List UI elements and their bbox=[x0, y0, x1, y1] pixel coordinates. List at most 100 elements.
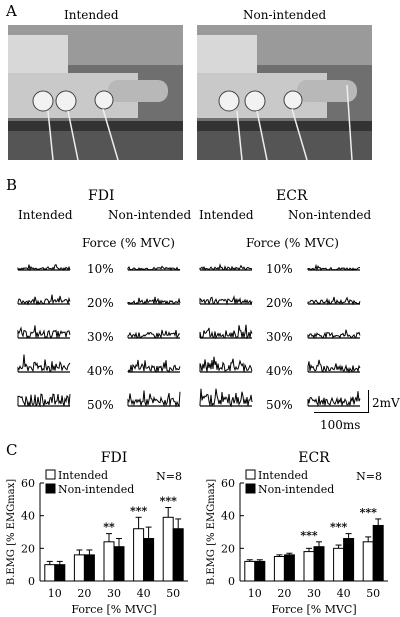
emg-trace-r4-c3 bbox=[199, 356, 253, 373]
fdi-bar-intended-10 bbox=[44, 564, 56, 582]
ecr-force-label: Force (% MVC) bbox=[246, 236, 339, 250]
ecr-bar-intended-50 bbox=[362, 541, 374, 582]
level-label-30: 30% bbox=[87, 330, 114, 344]
ecr-y-tick-label: 20 bbox=[221, 542, 235, 555]
ecr-bar-intended-30 bbox=[303, 551, 315, 582]
fdi-force-label: Force (% MVC) bbox=[82, 236, 175, 250]
level-label-10: 10% bbox=[87, 262, 114, 276]
fdi-x-tick-label: 30 bbox=[107, 587, 121, 600]
level-label-10-ecr: 10% bbox=[266, 262, 293, 276]
ecr-y-tick-label: 60 bbox=[221, 477, 235, 490]
fdi-significance-40: *** bbox=[130, 504, 148, 517]
ecr-y-label: B.EMG [% EMGmax] bbox=[206, 479, 217, 585]
ecr-x-tick-label: 30 bbox=[307, 587, 321, 600]
fdi-x-label: Force [% MVC] bbox=[71, 603, 156, 616]
ecr-bar-nonintended-10 bbox=[254, 560, 266, 582]
emg-trace-r3-c4 bbox=[307, 329, 361, 340]
fdi-intended-label: Intended bbox=[18, 208, 73, 222]
fdi-nonintended-label: Non-intended bbox=[108, 208, 192, 222]
ecr-y-tick-label: 40 bbox=[221, 510, 235, 523]
panel-a-label: A bbox=[6, 2, 17, 20]
muscle-fdi-title: FDI bbox=[88, 188, 115, 204]
ecr-y-tick-label: 0 bbox=[228, 575, 235, 588]
fdi-legend-label-nonintended: Non-intended bbox=[58, 483, 134, 496]
ecr-x-tick-label: 20 bbox=[277, 587, 291, 600]
ecr-legend-swatch-nonintended bbox=[245, 483, 256, 494]
ecr-x-tick-label: 40 bbox=[337, 587, 351, 600]
fdi-significance-30: ** bbox=[103, 521, 115, 534]
emg-trace-r3-c3 bbox=[199, 324, 253, 340]
fdi-significance-50: *** bbox=[160, 495, 178, 508]
ecr-significance-40: *** bbox=[330, 521, 348, 534]
ecr-legend-label-intended: Intended bbox=[258, 469, 308, 482]
fdi-x-tick-label: 10 bbox=[48, 587, 62, 600]
emg-trace-r2-c2 bbox=[127, 296, 181, 306]
emg-trace-r1-c1 bbox=[17, 264, 71, 272]
fdi-legend-swatch-nonintended bbox=[45, 483, 56, 494]
fdi-bar-intended-40 bbox=[133, 528, 145, 582]
bar-chart-fdi: FDI N=8 0 20 40 60 B.EMG [% EMGmax] 10 20 ** 30 ***… bbox=[6, 450, 188, 616]
emg-trace-r1-c3 bbox=[199, 263, 253, 271]
fdi-bar-intended-20 bbox=[73, 554, 85, 582]
photo-intended-image bbox=[8, 25, 183, 160]
emg-traces bbox=[17, 263, 361, 408]
ecr-legend-swatch-intended bbox=[245, 469, 256, 480]
ecr-bar-nonintended-20 bbox=[283, 554, 295, 582]
ecr-bar-nonintended-50 bbox=[372, 524, 384, 582]
level-label-50: 50% bbox=[87, 398, 114, 412]
ecr-x-label: Force [% MVC] bbox=[271, 603, 356, 616]
ecr-legend-label-nonintended: Non-intended bbox=[258, 483, 334, 496]
ecr-title: ECR bbox=[298, 450, 330, 466]
emg-trace-r5-c4 bbox=[307, 391, 361, 407]
fdi-y-tick-label: 0 bbox=[28, 575, 35, 588]
emg-trace-r4-c4 bbox=[307, 359, 361, 374]
emg-trace-r4-c2 bbox=[127, 359, 181, 374]
level-label-50-ecr: 50% bbox=[266, 398, 293, 412]
fdi-y-tick-label: 60 bbox=[21, 477, 35, 490]
scale-time-label: 100ms bbox=[320, 418, 361, 432]
emg-trace-r2-c1 bbox=[17, 294, 71, 306]
emg-trace-r4-c1 bbox=[17, 354, 71, 373]
fdi-y-label: B.EMG [% EMGmax] bbox=[6, 479, 17, 585]
ecr-bar-intended-20 bbox=[273, 556, 285, 582]
fdi-bar-nonintended-40 bbox=[143, 538, 155, 582]
fdi-x-tick-label: 40 bbox=[137, 587, 151, 600]
fdi-legend-label-intended: Intended bbox=[58, 469, 108, 482]
photo-nonintended-image bbox=[197, 25, 372, 160]
emg-trace-r3-c1 bbox=[17, 325, 71, 340]
panel-b-label: B bbox=[6, 176, 18, 194]
ecr-bar-nonintended-30 bbox=[313, 546, 325, 582]
photo-nonintended bbox=[197, 25, 372, 160]
fdi-y-tick-label: 40 bbox=[21, 510, 35, 523]
emg-trace-r1-c4 bbox=[307, 263, 361, 272]
ecr-significance-30: *** bbox=[300, 529, 318, 542]
emg-trace-r5-c3 bbox=[199, 388, 253, 408]
emg-trace-r5-c1 bbox=[17, 393, 71, 408]
ecr-n-annotation: N=8 bbox=[356, 470, 382, 483]
fdi-x-tick-label: 50 bbox=[166, 587, 180, 600]
emg-trace-r3-c2 bbox=[127, 329, 181, 340]
fdi-n-annotation: N=8 bbox=[156, 470, 182, 483]
ecr-x-tick-label: 10 bbox=[248, 587, 262, 600]
photo-intended-caption: Intended bbox=[64, 8, 119, 22]
level-label-20: 20% bbox=[87, 296, 114, 310]
fdi-title: FDI bbox=[101, 450, 127, 466]
bar-chart-ecr: ECR N=8 0 20 40 60 B.EMG [% EMGmax] 10 20 *** 30 **… bbox=[206, 450, 388, 616]
level-label-30-ecr: 30% bbox=[266, 330, 293, 344]
ecr-x-tick-label: 50 bbox=[366, 587, 380, 600]
scale-voltage-label: 2mV bbox=[372, 396, 400, 410]
level-label-40: 40% bbox=[87, 364, 114, 378]
fdi-bar-nonintended-30 bbox=[113, 546, 125, 582]
muscle-ecr-title: ECR bbox=[276, 188, 308, 204]
emg-trace-r5-c2 bbox=[127, 390, 181, 408]
photo-nonintended-caption: Non-intended bbox=[243, 8, 327, 22]
ecr-bar-nonintended-40 bbox=[343, 538, 355, 582]
ecr-bar-intended-40 bbox=[333, 547, 345, 582]
ecr-bar-intended-10 bbox=[244, 560, 256, 582]
fdi-y-tick-label: 20 bbox=[21, 542, 35, 555]
fdi-bar-nonintended-50 bbox=[172, 528, 184, 582]
emg-trace-r2-c3 bbox=[199, 294, 253, 306]
ecr-nonintended-label: Non-intended bbox=[288, 208, 372, 222]
ecr-intended-label: Intended bbox=[199, 208, 254, 222]
fdi-legend-swatch-intended bbox=[45, 469, 56, 480]
